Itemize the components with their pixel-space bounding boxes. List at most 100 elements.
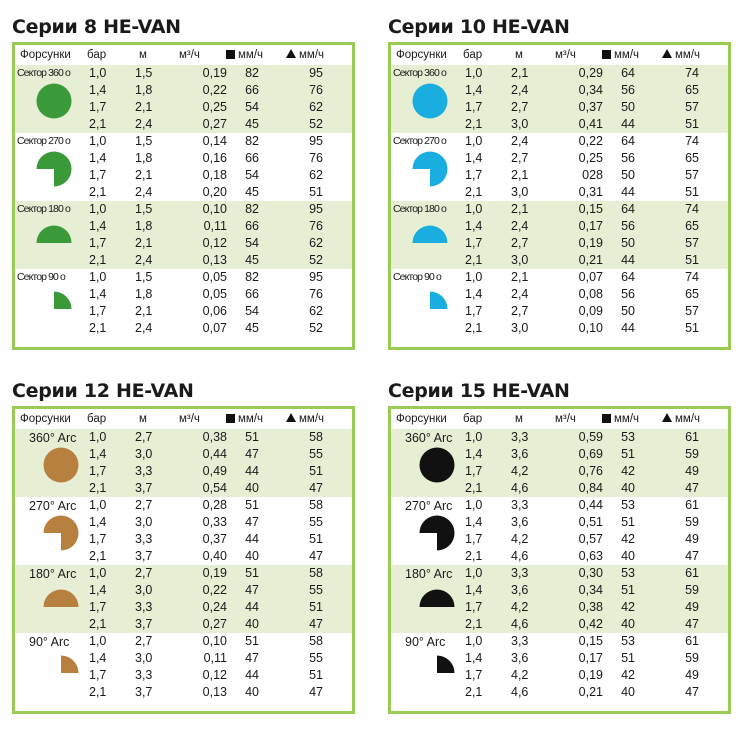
arc-label: Сектор 180 o bbox=[17, 203, 71, 215]
cell-precip-square: 40 bbox=[621, 685, 635, 699]
table-row: 1,0 1,5 0,19 82 95 bbox=[15, 65, 352, 82]
table-row: 1,4 3,0 0,44 47 55 bbox=[15, 446, 352, 463]
arc-label: Сектор 180 o bbox=[393, 203, 447, 215]
half-arc-icon bbox=[36, 225, 72, 261]
cell-precip-square: 51 bbox=[245, 634, 259, 648]
cell-flow: 0,21 bbox=[578, 253, 603, 267]
header-precip-triangle-label: мм/ч bbox=[675, 49, 700, 61]
cell-precip-triangle: 51 bbox=[685, 117, 699, 131]
cell-radius: 2,4 bbox=[511, 134, 529, 148]
arc-label: 270° Arc bbox=[29, 499, 77, 513]
arc-group: 90° Arc 1,0 3,3 0,15 53 61 1,4 3,6 0,17 51 59 1,7 4,… bbox=[391, 633, 728, 701]
cell-radius: 2,1 bbox=[511, 202, 529, 216]
cell-radius: 4,6 bbox=[511, 481, 529, 495]
cell-precip-triangle: 58 bbox=[309, 566, 323, 580]
header-bar: бар bbox=[463, 413, 483, 425]
table-row: 1,7 3,3 0,12 44 51 bbox=[15, 667, 352, 684]
table-row: 1,7 4,2 0,19 42 49 bbox=[391, 667, 728, 684]
half-arc-icon bbox=[419, 589, 455, 625]
series-panel-8: Серии 8 HE-VAN Форсунки бар м м³/ч мм/ч мм/ч Се… bbox=[12, 14, 355, 350]
cell-precip-triangle: 55 bbox=[309, 447, 323, 461]
cell-radius: 2,1 bbox=[511, 270, 529, 284]
cell-flow: 0,27 bbox=[202, 117, 227, 131]
cell-flow: 0,44 bbox=[202, 447, 227, 461]
cell-precip-triangle: 51 bbox=[685, 321, 699, 335]
table-row: 1,0 3,3 0,15 53 61 bbox=[391, 633, 728, 650]
cell-precip-triangle: 58 bbox=[309, 498, 323, 512]
cell-radius: 3,0 bbox=[135, 447, 153, 461]
cell-radius: 2,7 bbox=[511, 151, 529, 165]
cell-precip-square: 40 bbox=[245, 549, 259, 563]
cell-pressure: 1,7 bbox=[465, 532, 483, 546]
table-row: 1,0 3,3 0,44 53 61 bbox=[391, 497, 728, 514]
quarter-arc-icon bbox=[419, 655, 455, 691]
cell-pressure: 1,4 bbox=[89, 151, 107, 165]
triangle-spacing-icon bbox=[662, 413, 672, 422]
cell-pressure: 2,1 bbox=[465, 481, 483, 495]
header-precip-triangle-label: мм/ч bbox=[675, 413, 700, 425]
cell-pressure: 1,0 bbox=[89, 430, 107, 444]
cell-pressure: 1,0 bbox=[465, 566, 483, 580]
arc-group: 180° Arc 1,0 2,7 0,19 51 58 1,4 3,0 0,22 47 55 1,7 3… bbox=[15, 565, 352, 633]
cell-pressure: 1,4 bbox=[89, 287, 107, 301]
nozzle-table: Форсунки бар м м³/ч мм/ч мм/ч Сектор 360 o 1,0 1… bbox=[12, 42, 355, 350]
cell-pressure: 1,4 bbox=[465, 651, 483, 665]
cell-precip-square: 47 bbox=[245, 583, 259, 597]
cell-radius: 2,7 bbox=[135, 430, 153, 444]
header-flow: м³/ч bbox=[555, 413, 576, 425]
cell-radius: 3,0 bbox=[135, 583, 153, 597]
cell-precip-square: 47 bbox=[245, 515, 259, 529]
cell-pressure: 1,4 bbox=[465, 447, 483, 461]
cell-radius: 4,6 bbox=[511, 549, 529, 563]
arc-label: 180° Arc bbox=[29, 567, 77, 581]
arc-label: 180° Arc bbox=[405, 567, 453, 581]
cell-pressure: 1,4 bbox=[465, 83, 483, 97]
arc-group: 360° Arc 1,0 2,7 0,38 51 58 1,4 3,0 0,44 47 55 1,7 3… bbox=[15, 429, 352, 497]
arc-group: 360° Arc 1,0 3,3 0,59 53 61 1,4 3,6 0,69 51 59 1,7 4… bbox=[391, 429, 728, 497]
cell-precip-square: 40 bbox=[245, 685, 259, 699]
arc-group: 180° Arc 1,0 3,3 0,30 53 61 1,4 3,6 0,34 51 59 1,7 4… bbox=[391, 565, 728, 633]
cell-precip-triangle: 49 bbox=[685, 464, 699, 478]
cell-flow: 0,37 bbox=[202, 532, 227, 546]
cell-precip-triangle: 51 bbox=[309, 668, 323, 682]
cell-precip-triangle: 61 bbox=[685, 634, 699, 648]
half-arc-icon bbox=[43, 589, 79, 625]
cell-flow: 0,11 bbox=[203, 651, 227, 665]
cell-precip-triangle: 52 bbox=[309, 253, 323, 267]
cell-flow: 0,11 bbox=[203, 219, 227, 233]
cell-flow: 0,69 bbox=[578, 447, 603, 461]
cell-flow: 0,37 bbox=[578, 100, 603, 114]
half-arc-icon bbox=[412, 225, 448, 261]
cell-pressure: 1,4 bbox=[89, 219, 107, 233]
cell-pressure: 2,1 bbox=[465, 549, 483, 563]
cell-pressure: 1,0 bbox=[465, 634, 483, 648]
cell-precip-square: 45 bbox=[245, 321, 259, 335]
table-row: 1,0 1,5 0,05 82 95 bbox=[15, 269, 352, 286]
cell-precip-square: 82 bbox=[245, 66, 259, 80]
cell-pressure: 2,1 bbox=[89, 481, 107, 495]
cell-precip-triangle: 65 bbox=[685, 151, 699, 165]
cell-radius: 1,5 bbox=[135, 202, 153, 216]
cell-pressure: 2,1 bbox=[89, 321, 107, 335]
table-row: 1,0 2,7 0,28 51 58 bbox=[15, 497, 352, 514]
square-spacing-icon bbox=[226, 50, 235, 59]
header-nozzles: Форсунки bbox=[20, 413, 71, 425]
table-row: 1,0 2,1 0,29 64 74 bbox=[391, 65, 728, 82]
cell-radius: 3,3 bbox=[511, 498, 529, 512]
cell-precip-triangle: 52 bbox=[309, 321, 323, 335]
cell-precip-square: 64 bbox=[621, 66, 635, 80]
header-radius: м bbox=[139, 413, 147, 425]
cell-precip-triangle: 49 bbox=[685, 532, 699, 546]
table-header: Форсунки бар м м³/ч мм/ч мм/ч bbox=[15, 45, 352, 65]
cell-radius: 2,7 bbox=[511, 100, 529, 114]
cell-precip-triangle: 57 bbox=[685, 168, 699, 182]
cell-flow: 0,25 bbox=[202, 100, 227, 114]
cell-pressure: 1,0 bbox=[465, 66, 483, 80]
header-radius: м bbox=[515, 413, 523, 425]
cell-precip-square: 56 bbox=[621, 151, 635, 165]
cell-flow: 0,54 bbox=[202, 481, 227, 495]
cell-flow: 0,27 bbox=[202, 617, 227, 631]
nozzle-table: Форсунки бар м м³/ч мм/ч мм/ч 360° Arc 1,0 2,7 0,… bbox=[12, 406, 355, 714]
cell-precip-square: 44 bbox=[621, 117, 635, 131]
cell-pressure: 1,0 bbox=[89, 202, 107, 216]
